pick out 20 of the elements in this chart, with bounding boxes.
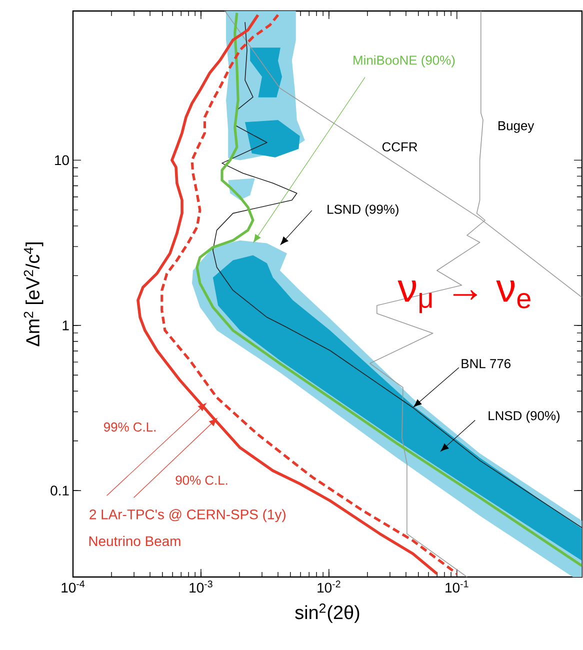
x-tick-label: 10$^{-3}$ [190, 580, 213, 593]
annotation: LNSD (90%) [488, 410, 560, 423]
annotation: Bugey [498, 121, 534, 133]
annotation: BNL 776 [462, 359, 511, 368]
annotation: 99% C.L. [104, 422, 156, 432]
y-tick-label: 1 [62, 320, 69, 330]
annotation: Neutrino Beam [90, 536, 180, 546]
y-tick-label: 0.1 [50, 486, 69, 496]
annotation: MiniBooNE (90%) [354, 55, 455, 68]
annotation: 90% C.L. [176, 476, 228, 485]
annotation: CCFR [382, 142, 418, 152]
x-axis-title: sin$^{2}$(2θ) [295, 604, 360, 623]
x-tick-label: 10$^{-2}$ [318, 580, 340, 593]
y-tick-label: 10 [55, 155, 70, 166]
x-tick-label: 10$^{-1}$ [446, 580, 468, 593]
y-axis-title: Δm$^{2}$ [eV$^{2}$/c$^{4}$] [24, 242, 44, 346]
annotation: 2 LAr-TPC's @ CERN-SPS (1y) [90, 509, 286, 522]
annotation: LSND (99%) [328, 204, 399, 216]
x-tick-label: 10$^{-4}$ [62, 580, 85, 593]
annotation: ν$_{μ}$ → ν$_{e}$ [398, 280, 531, 314]
